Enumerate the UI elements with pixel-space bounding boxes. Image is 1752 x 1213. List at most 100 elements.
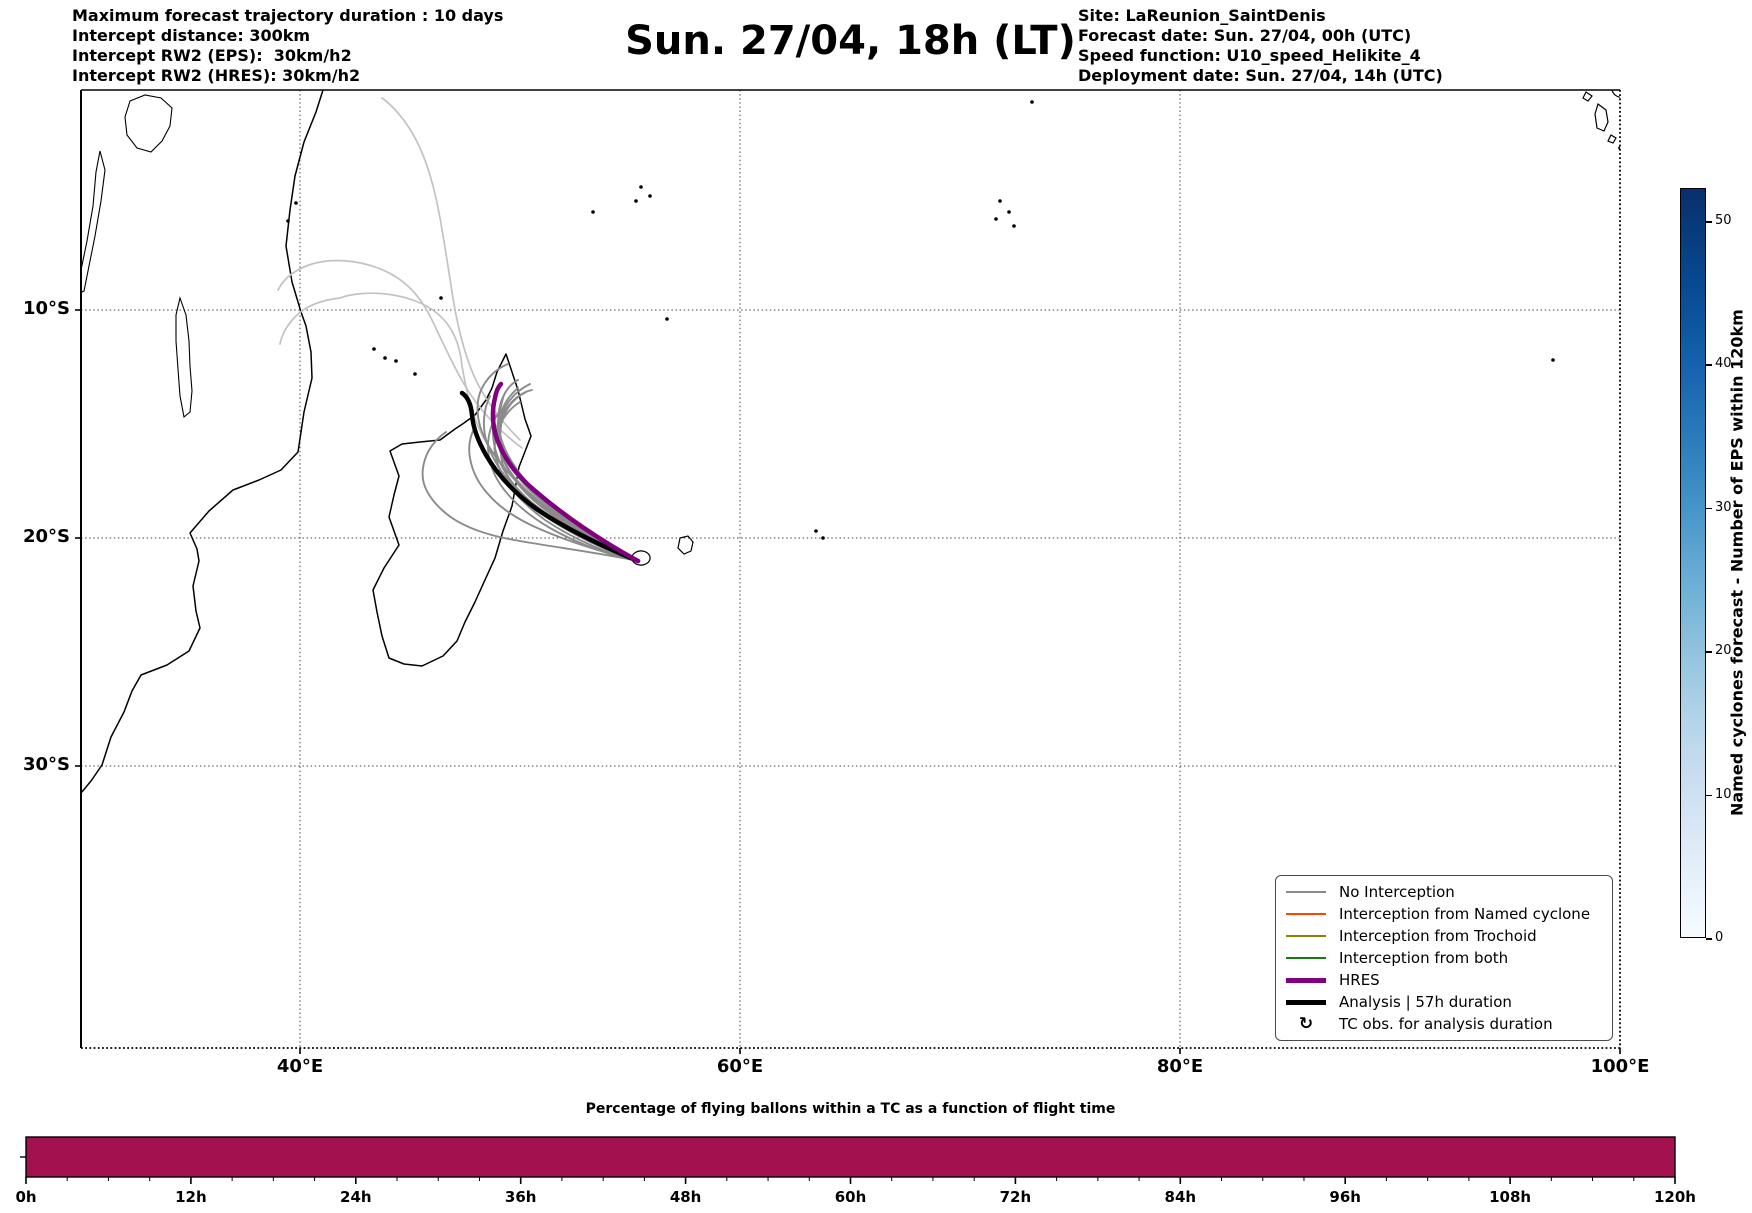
colorbar-tick-label: 40 <box>1715 356 1732 372</box>
x-tick-label: 40°E <box>276 1056 324 1077</box>
bottom-chart-title: Percentage of flying ballons within a TC… <box>585 1101 1116 1117</box>
island-dot <box>1012 224 1016 228</box>
header-left-parameters: Maximum forecast trajectory duration : 1… <box>72 6 503 86</box>
legend-item: Analysis | 57h duration <box>1286 992 1602 1013</box>
colorbar-tick-label: 20 <box>1715 643 1732 659</box>
lake-outline <box>81 150 106 294</box>
island-dot <box>634 199 638 203</box>
coastline-madagascar <box>372 353 532 667</box>
island-dot <box>286 219 290 223</box>
legend-item: HRES <box>1286 970 1602 991</box>
island-dot <box>648 194 652 198</box>
bottom-x-tick-label: 36h <box>504 1188 537 1206</box>
colorbar-tick <box>1706 507 1712 510</box>
colorbar-tick <box>1706 794 1712 797</box>
trajectory-no-interception <box>487 413 639 562</box>
colorbar-tick-label: 50 <box>1715 213 1732 228</box>
trajectory-no-interception <box>468 426 639 562</box>
trajectory-no-interception-faded <box>381 97 521 441</box>
legend-item-label: Interception from Named cyclone <box>1339 904 1591 923</box>
colorbar-tick <box>1706 221 1712 223</box>
colorbar-title: Named cyclones forecast - Number of EPS … <box>1727 309 1747 817</box>
bottom-x-tick-label: 0h <box>15 1188 37 1206</box>
header-line: Deployment date: Sun. 27/04, 14h (UTC) <box>1078 66 1443 85</box>
trajectory-no-interception <box>482 395 639 562</box>
trajectory-analysis <box>459 390 641 564</box>
bottom-x-tick-label: 108h <box>1489 1188 1532 1206</box>
header-line: Intercept RW2 (HRES): 30km/h2 <box>72 66 361 85</box>
island-dot <box>998 199 1002 203</box>
x-tick-label: 60°E <box>716 1056 764 1077</box>
bottom-x-tick-label: 24h <box>340 1188 372 1206</box>
x-tick-label: 100°E <box>1590 1056 1650 1077</box>
legend-line-sample <box>1286 999 1326 1005</box>
legend-line-sample <box>1286 977 1326 983</box>
map-legend: No Interception Interception from Named c… <box>1275 875 1613 1041</box>
legend-item: Interception from both <box>1286 948 1602 969</box>
island-dot <box>814 529 818 533</box>
legend-item-label: No Interception <box>1339 882 1455 901</box>
island-outline <box>677 535 694 555</box>
island-outline <box>1611 90 1620 98</box>
y-tick-label: 10°S <box>22 298 70 319</box>
legend-item-label: Analysis | 57h duration <box>1339 993 1512 1012</box>
header-line: Maximum forecast trajectory duration : 1… <box>72 6 504 25</box>
island-dot <box>439 296 443 300</box>
island-dot <box>413 372 417 376</box>
island-dot <box>394 359 398 363</box>
bottom-x-tick-label: 12h <box>175 1188 207 1206</box>
legend-item: Interception from Named cyclone <box>1286 903 1602 924</box>
island-outline <box>1594 103 1609 132</box>
y-tick-label: 30°S <box>22 754 70 775</box>
legend-item-label: HRES <box>1339 971 1380 990</box>
island-dot <box>1007 210 1011 214</box>
header-line: Intercept RW2 (EPS): 30km/h2 <box>72 46 352 65</box>
trajectory-no-interception <box>476 363 639 562</box>
trajectory-no-interception <box>421 431 639 562</box>
legend-item-label: Interception from Trochoid <box>1339 926 1537 945</box>
colorbar-tick <box>1706 938 1712 940</box>
lake-outline <box>175 296 193 419</box>
island-dot <box>383 356 387 360</box>
island-dot <box>821 536 825 540</box>
header-line: Speed function: U10_speed_Helikite_4 <box>1078 46 1421 65</box>
island-dot <box>1551 358 1555 362</box>
legend-item-label: Interception from both <box>1339 949 1509 967</box>
bottom-x-tick-label: 60h <box>834 1188 867 1206</box>
legend-line-sample <box>1286 957 1326 959</box>
legend-line-sample <box>1286 890 1326 893</box>
x-tick-label: 80°E <box>1156 1056 1204 1077</box>
tc-obs-icon: ↻ <box>1298 1013 1314 1034</box>
island-outline <box>1607 134 1617 144</box>
colorbar-tick-label: 0 <box>1715 930 1724 945</box>
legend-item: ↻ TC obs. for analysis duration <box>1286 1014 1602 1035</box>
page-title: Sun. 27/04, 18h (LT) <box>625 18 1076 64</box>
island-dot <box>665 317 669 321</box>
island-dot <box>591 210 595 214</box>
bottom-x-tick-label: 48h <box>669 1188 702 1206</box>
island-dot <box>994 217 998 221</box>
lake-outline <box>124 94 173 153</box>
trajectory-no-interception-faded <box>277 259 523 449</box>
header-line: Site: LaReunion_SaintDenis <box>1078 6 1326 25</box>
y-tick-label: 20°S <box>22 526 70 547</box>
legend-line-sample <box>1286 912 1326 915</box>
island-dot <box>294 201 298 205</box>
trajectory-no-interception-faded <box>279 292 639 562</box>
trajectory-no-interception <box>493 429 639 562</box>
legend-item: Interception from Trochoid <box>1286 925 1602 946</box>
coastline-africa <box>81 90 324 794</box>
colorbar <box>1680 188 1706 938</box>
island-outline <box>631 550 651 566</box>
island-dot <box>639 185 643 189</box>
header-line: Forecast date: Sun. 27/04, 00h (UTC) <box>1078 26 1412 45</box>
bottom-x-tick-label: 120h <box>1654 1188 1696 1206</box>
bottom-x-tick-label: 84h <box>1164 1188 1197 1206</box>
legend-line-sample <box>1286 934 1326 937</box>
colorbar-tick <box>1706 651 1712 653</box>
legend-item: No Interception <box>1286 881 1602 902</box>
colorbar-tick-label: 10 <box>1715 786 1732 802</box>
trajectory-hres <box>490 381 641 564</box>
bottom-x-tick-label: 72h <box>999 1188 1032 1206</box>
island-dot <box>372 347 376 351</box>
